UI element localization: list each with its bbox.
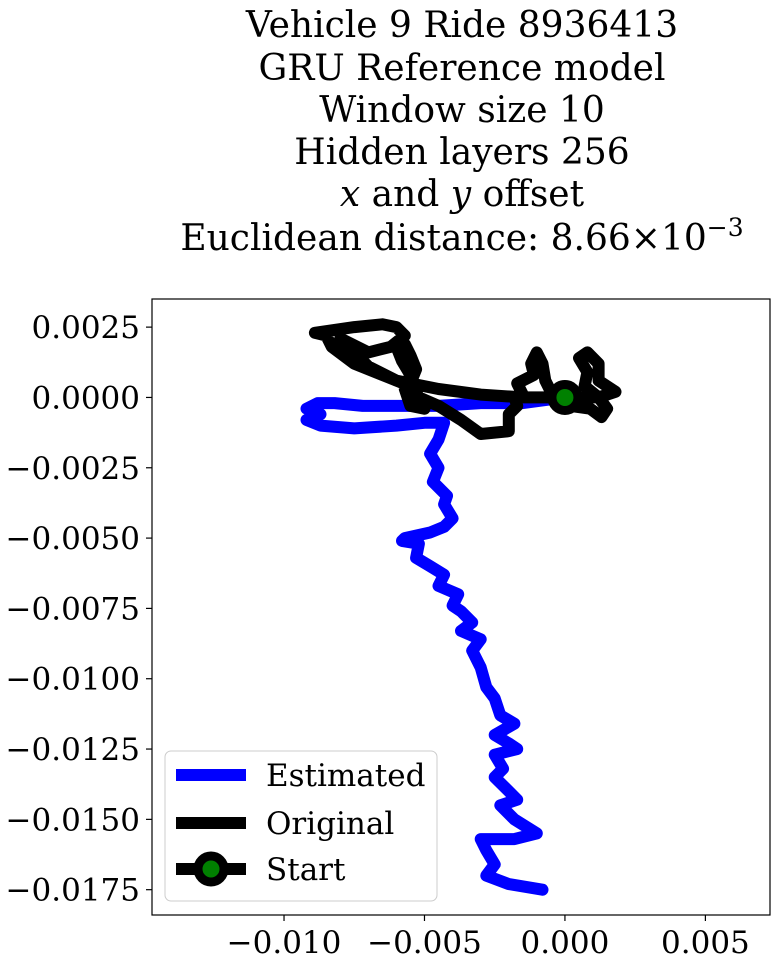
title-line-6: Euclidean distance: 8.66×10−3 (180, 213, 743, 259)
title-line-3: Window size 10 (319, 90, 605, 131)
x-tick-label: 0.000 (521, 925, 610, 961)
title-distance-prefix: Euclidean distance: (180, 218, 550, 259)
y-tick-label: 0.0025 (32, 310, 140, 346)
series-layer (300, 318, 622, 896)
chart-title: Vehicle 9 Ride 8936413 GRU Reference mod… (180, 5, 743, 259)
start-marker (547, 379, 583, 415)
y-tick-label: −0.0175 (6, 873, 140, 909)
x-tick-label: −0.005 (367, 925, 482, 961)
x-axis: −0.010 −0.005 0.000 0.005 (227, 915, 750, 961)
y-tick-label: 0.0000 (32, 380, 140, 416)
plot-frame (151, 298, 771, 916)
title-line-5: x and y offset (340, 174, 585, 215)
x-tick-label: −0.010 (227, 925, 342, 961)
y-tick-label: −0.0025 (6, 451, 140, 487)
series-line-estimated (300, 391, 571, 896)
y-tick-label: −0.0150 (6, 802, 140, 838)
title-offset-x: x (340, 174, 360, 215)
title-offset-and: and (360, 174, 451, 215)
legend: Estimated Original Start (164, 750, 438, 902)
title-distance-mantissa: 8.66 (551, 218, 631, 259)
title-offset-y: y (449, 174, 472, 215)
x-tick-label: 0.005 (661, 925, 750, 961)
plot-area (151, 298, 771, 916)
y-tick-label: −0.0075 (6, 591, 140, 627)
title-line-2: GRU Reference model (259, 48, 666, 89)
y-axis: 0.0025 0.0000 −0.0025 −0.0050 −0.0075 −0.0100… (6, 310, 152, 909)
legend-label-original: Original (266, 806, 394, 842)
title-line-4: Hidden layers 256 (294, 132, 629, 173)
legend-label-estimated: Estimated (266, 758, 425, 794)
y-tick-label: −0.0100 (6, 662, 140, 698)
title-line-1: Vehicle 9 Ride 8936413 (245, 5, 678, 46)
y-tick-label: −0.0050 (6, 521, 140, 557)
legend-label-start: Start (266, 852, 346, 888)
y-tick-label: −0.0125 (6, 732, 140, 768)
series-line-original (308, 318, 622, 440)
legend-swatch-start-marker (193, 851, 229, 887)
title-distance-times: ×10 (631, 218, 707, 259)
title-offset-rest: offset (471, 174, 584, 215)
title-distance-exponent: −3 (707, 213, 744, 242)
